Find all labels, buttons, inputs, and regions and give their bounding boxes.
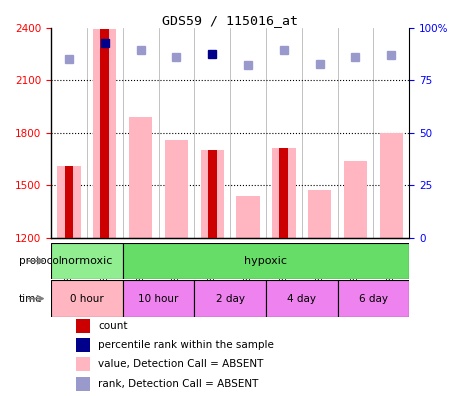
Text: 10 hour: 10 hour xyxy=(139,293,179,304)
Bar xyxy=(236,196,260,238)
Text: count: count xyxy=(98,321,128,331)
Bar xyxy=(308,190,332,238)
Bar xyxy=(65,166,73,238)
Bar xyxy=(51,243,123,279)
Bar xyxy=(100,29,109,238)
Text: rank, Detection Call = ABSENT: rank, Detection Call = ABSENT xyxy=(98,379,259,388)
Bar xyxy=(165,140,188,238)
Bar xyxy=(266,280,338,317)
Text: hypoxic: hypoxic xyxy=(245,256,287,266)
Bar xyxy=(208,150,217,238)
Text: 6 day: 6 day xyxy=(359,293,388,304)
Bar xyxy=(344,161,367,238)
Text: percentile rank within the sample: percentile rank within the sample xyxy=(98,340,274,350)
Bar xyxy=(200,150,224,238)
Bar xyxy=(76,377,89,390)
Bar xyxy=(123,280,194,317)
Text: 0 hour: 0 hour xyxy=(70,293,104,304)
Bar xyxy=(123,243,409,279)
Bar xyxy=(379,133,403,238)
Text: protocol: protocol xyxy=(19,256,62,266)
Bar xyxy=(51,280,123,317)
Bar xyxy=(76,357,89,371)
Bar xyxy=(93,29,117,238)
Text: time: time xyxy=(19,293,43,304)
Text: normoxic: normoxic xyxy=(61,256,113,266)
Bar xyxy=(272,148,296,238)
Title: GDS59 / 115016_at: GDS59 / 115016_at xyxy=(162,13,298,27)
Bar xyxy=(76,319,89,333)
Text: value, Detection Call = ABSENT: value, Detection Call = ABSENT xyxy=(98,359,264,369)
Bar xyxy=(194,280,266,317)
Bar xyxy=(76,338,89,352)
Bar xyxy=(129,117,153,238)
Bar xyxy=(57,166,81,238)
Text: 2 day: 2 day xyxy=(216,293,245,304)
Bar xyxy=(338,280,409,317)
Bar xyxy=(279,148,288,238)
Text: 4 day: 4 day xyxy=(287,293,316,304)
